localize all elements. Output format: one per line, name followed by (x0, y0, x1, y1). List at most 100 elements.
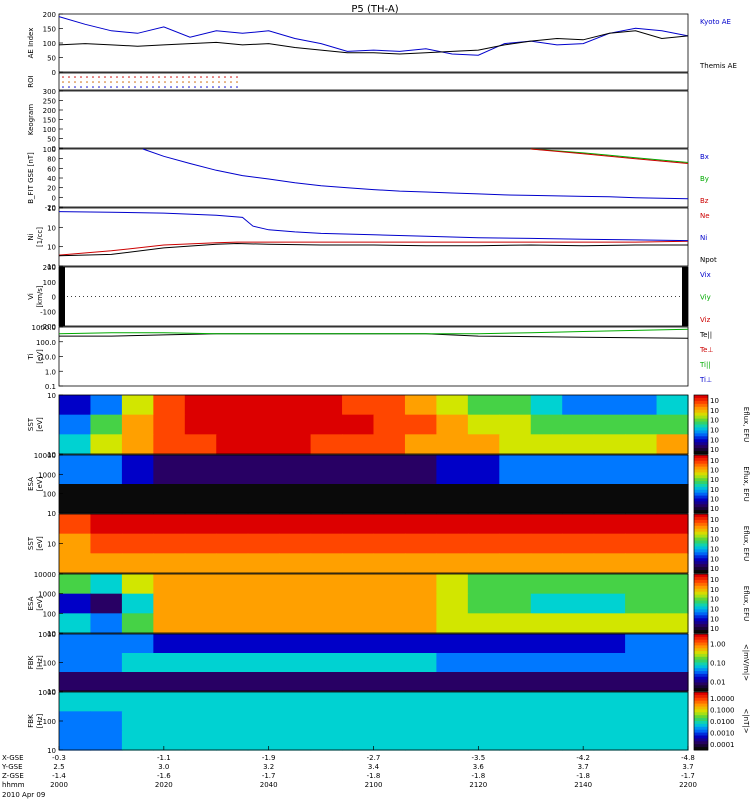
colorbar-tick-label: 10 (710, 576, 719, 584)
time-axis-value: 3.7 (682, 763, 693, 771)
colorbar-segment (694, 585, 708, 590)
heatmap-cell (593, 613, 626, 634)
colorbar-segment (694, 679, 708, 683)
y-tick-label: 300 (43, 88, 56, 96)
heatmap-cell (247, 593, 280, 614)
y-axis-label: Ti (27, 353, 35, 360)
roi-dot (80, 81, 82, 83)
colorbar-segment (694, 630, 708, 634)
heatmap-cell (90, 533, 123, 554)
colorbar-segment (694, 597, 708, 602)
colorbar-segment (694, 395, 708, 399)
heatmap-cell (530, 613, 563, 634)
colorbar-segment (694, 715, 708, 719)
roi-dot (62, 86, 64, 88)
colorbar-segment (694, 400, 708, 405)
colorbar-tick-label: 0.01 (710, 679, 726, 687)
heatmap-cell (153, 634, 186, 654)
series-line-ne (58, 240, 689, 256)
heatmap-cell (373, 730, 406, 751)
y-tick-label: 10 (47, 263, 56, 271)
colorbar-segment (694, 501, 708, 505)
heatmap-cell (499, 484, 532, 514)
colorbar-segment (694, 591, 708, 596)
y-tick-label: 0 (52, 69, 56, 77)
heatmap-cell (121, 593, 154, 614)
heatmap-cell (530, 730, 563, 751)
time-axis-value: 2040 (260, 781, 278, 789)
panel-velocity: -200 -100 0 100 200 Vi [km/s] Vix Viy Viz (27, 264, 711, 331)
colorbar-segment (694, 576, 708, 581)
heatmap-cell (59, 593, 92, 614)
y-axis-unit: [eV] (36, 349, 44, 364)
heatmap-cell (593, 533, 626, 554)
heatmap-cell (216, 711, 249, 732)
heatmap-cell (247, 514, 280, 535)
colorbar-segment (694, 540, 708, 544)
legend-vix: Vix (700, 271, 711, 279)
heatmap-cell (153, 653, 186, 673)
colorbar-segment (694, 741, 708, 745)
heatmap-cell (436, 653, 469, 673)
heatmap-cell (530, 533, 563, 554)
heatmap-cell (593, 484, 626, 514)
colorbar-segment (694, 436, 708, 440)
heatmap-cell (562, 653, 595, 673)
colorbar-segment (694, 688, 708, 692)
heatmap-cell (90, 455, 123, 485)
colorbar-segment (694, 442, 708, 446)
heatmap-cell (436, 455, 469, 485)
heatmap-cell (279, 692, 312, 712)
heatmap-cell (499, 593, 532, 614)
heatmap-cell (562, 692, 595, 712)
heatmap-cell (562, 533, 595, 554)
colorbar-segment (694, 668, 708, 672)
colorbar-segment (694, 738, 708, 742)
roi-dot (188, 86, 190, 88)
y-tick-label: 10 (47, 688, 56, 696)
roi-dot (188, 76, 190, 78)
colorbar-tick-label: 0.0100 (710, 718, 735, 726)
roi-dot (116, 81, 118, 83)
roi-dot (206, 81, 208, 83)
heatmap-cell (59, 730, 92, 751)
colorbar-segment (694, 481, 708, 485)
heatmap-cell (59, 514, 92, 535)
colorbar-segment (694, 603, 708, 607)
colorbar-label: <|nT|> (742, 708, 750, 733)
roi-dot (158, 86, 160, 88)
time-axis-value: 3.4 (368, 763, 380, 771)
heatmap-cell (247, 711, 280, 732)
colorbar-segment (694, 534, 708, 539)
colorbar-segment (694, 685, 708, 689)
colorbar-segment (694, 519, 708, 524)
y-tick-label: 10000 (34, 452, 56, 460)
colorbar-segment (694, 430, 708, 434)
colorbar-segment (694, 492, 708, 497)
colorbar-label: Eflux, EFU (742, 407, 750, 442)
y-tick-label: 10 (47, 510, 56, 518)
roi-dot (110, 86, 112, 88)
roi-dot (80, 76, 82, 78)
legend-bz: Bz (700, 197, 709, 205)
y-tick-label: 100 (43, 40, 56, 48)
colorbar-segment (694, 627, 708, 631)
colorbar-segment (694, 600, 708, 604)
roi-dot (200, 76, 202, 78)
colorbar-segment (694, 642, 708, 646)
heatmap-cell (593, 634, 626, 654)
y-tick-label: 1.0 (45, 368, 56, 376)
roi-dot (140, 86, 142, 88)
colorbar-segment (694, 451, 708, 455)
heatmap-cell (90, 553, 123, 574)
roi-dot (164, 81, 166, 83)
colorbar-tick-label: 10 (710, 407, 719, 415)
time-axis-value: 2120 (469, 781, 487, 789)
heatmap-cell (279, 672, 312, 692)
panel-frame (58, 326, 689, 387)
heatmap-cell (625, 395, 658, 416)
heatmap-cell (656, 672, 689, 692)
